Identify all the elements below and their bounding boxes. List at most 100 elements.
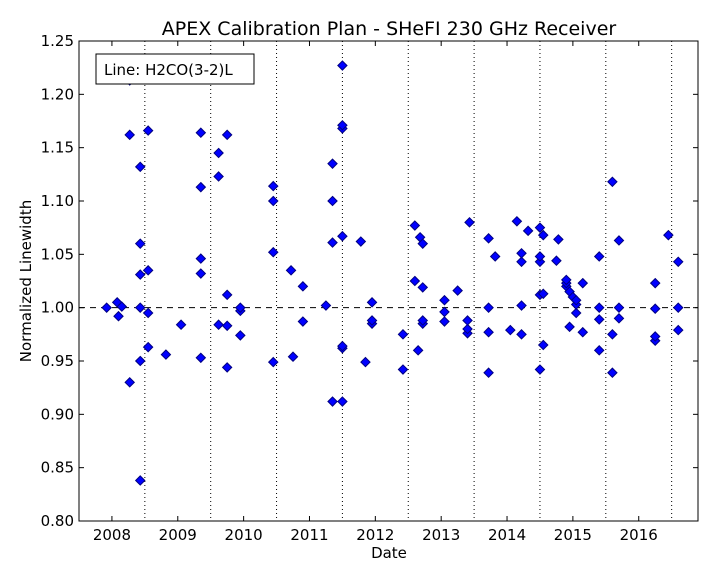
y-tick-label: 0.80 bbox=[41, 512, 74, 530]
data-point bbox=[607, 329, 618, 340]
data-point bbox=[221, 320, 233, 332]
data-point bbox=[142, 125, 154, 136]
data-point bbox=[560, 274, 572, 286]
x-tick-label: 2008 bbox=[93, 526, 131, 544]
data-point bbox=[160, 349, 172, 360]
y-axis-ticks: 0.80 0.85 0.90 0.95 1.00 1.05 1.10 1.15 1.20 1.25 bbox=[41, 32, 698, 530]
data-point bbox=[534, 222, 546, 233]
data-point bbox=[483, 302, 494, 313]
data-point bbox=[267, 180, 279, 192]
legend-label: Line: H2CO(3-2)L bbox=[104, 61, 233, 79]
data-point bbox=[327, 237, 338, 248]
data-point bbox=[672, 302, 684, 313]
data-point bbox=[337, 396, 348, 407]
data-point bbox=[235, 330, 246, 341]
data-point bbox=[297, 316, 309, 327]
data-point bbox=[327, 396, 338, 407]
data-point bbox=[134, 475, 146, 486]
data-point bbox=[593, 302, 605, 313]
data-point bbox=[134, 161, 146, 173]
data-point bbox=[195, 181, 207, 193]
data-point bbox=[649, 303, 661, 315]
data-point bbox=[462, 315, 473, 326]
data-point bbox=[516, 300, 527, 311]
data-point bbox=[221, 129, 233, 141]
data-point bbox=[360, 356, 371, 368]
x-axis-label: Date bbox=[371, 544, 407, 562]
x-tick-label: 2011 bbox=[290, 526, 328, 544]
data-point bbox=[534, 364, 546, 375]
data-point bbox=[267, 356, 279, 368]
y-tick-label: 1.15 bbox=[41, 139, 74, 157]
data-point bbox=[124, 377, 136, 388]
data-point bbox=[464, 217, 475, 228]
data-point bbox=[417, 282, 429, 293]
data-point bbox=[511, 215, 523, 227]
data-point bbox=[337, 119, 348, 131]
data-point bbox=[570, 294, 582, 306]
data-point bbox=[116, 301, 128, 312]
data-point bbox=[195, 352, 207, 364]
data-point bbox=[213, 147, 224, 159]
data-point bbox=[287, 351, 299, 363]
data-point bbox=[489, 251, 501, 262]
data-point bbox=[613, 302, 625, 313]
data-point bbox=[663, 229, 674, 241]
data-point bbox=[613, 235, 625, 246]
data-point bbox=[235, 302, 246, 313]
data-point bbox=[195, 268, 207, 279]
data-point bbox=[537, 288, 549, 300]
data-point bbox=[577, 326, 589, 338]
data-point bbox=[672, 324, 684, 336]
data-point bbox=[577, 277, 589, 289]
data-point bbox=[439, 294, 450, 306]
data-point bbox=[142, 265, 154, 276]
data-point bbox=[113, 310, 124, 322]
x-tick-label: 2014 bbox=[488, 526, 526, 544]
data-point bbox=[649, 277, 661, 289]
data-point bbox=[355, 236, 367, 247]
data-point bbox=[327, 195, 338, 207]
data-point bbox=[483, 367, 494, 379]
data-point bbox=[553, 234, 564, 245]
data-point bbox=[337, 230, 348, 242]
data-point bbox=[267, 246, 279, 258]
data-point bbox=[593, 345, 605, 356]
data-point bbox=[607, 367, 618, 379]
data-point bbox=[267, 195, 279, 207]
data-point bbox=[613, 313, 625, 324]
y-tick-label: 1.20 bbox=[41, 85, 74, 103]
data-point bbox=[516, 247, 527, 259]
y-tick-label: 1.10 bbox=[41, 192, 74, 210]
chart-title: APEX Calibration Plan - SHeFI 230 GHz Re… bbox=[162, 18, 617, 40]
data-point bbox=[607, 176, 618, 188]
data-point bbox=[297, 281, 309, 292]
data-point bbox=[285, 265, 297, 276]
x-tick-label: 2012 bbox=[356, 526, 394, 544]
data-point bbox=[672, 256, 684, 268]
data-point bbox=[134, 355, 146, 367]
data-point bbox=[516, 329, 527, 340]
data-point bbox=[483, 233, 494, 244]
x-tick-label: 2016 bbox=[620, 526, 658, 544]
data-point bbox=[124, 129, 136, 141]
y-tick-label: 0.85 bbox=[41, 459, 74, 477]
data-point bbox=[534, 251, 546, 262]
data-point bbox=[649, 331, 661, 342]
data-point bbox=[337, 340, 348, 352]
data-point bbox=[409, 275, 421, 287]
data-point bbox=[101, 302, 112, 313]
y-axis-label: Normalized Linewidth bbox=[17, 200, 35, 362]
data-point bbox=[195, 253, 207, 264]
data-point bbox=[320, 300, 332, 311]
x-axis-ticks: 2008 2009 2010 2011 2012 2013 2014 2015 2016 bbox=[93, 41, 658, 544]
data-point bbox=[409, 220, 421, 231]
data-point bbox=[537, 339, 549, 351]
data-point bbox=[175, 319, 187, 331]
data-point bbox=[417, 238, 429, 249]
data-point bbox=[452, 285, 463, 296]
data-point bbox=[570, 307, 582, 319]
data-point bbox=[327, 158, 338, 169]
y-tick-label: 0.95 bbox=[41, 352, 74, 370]
